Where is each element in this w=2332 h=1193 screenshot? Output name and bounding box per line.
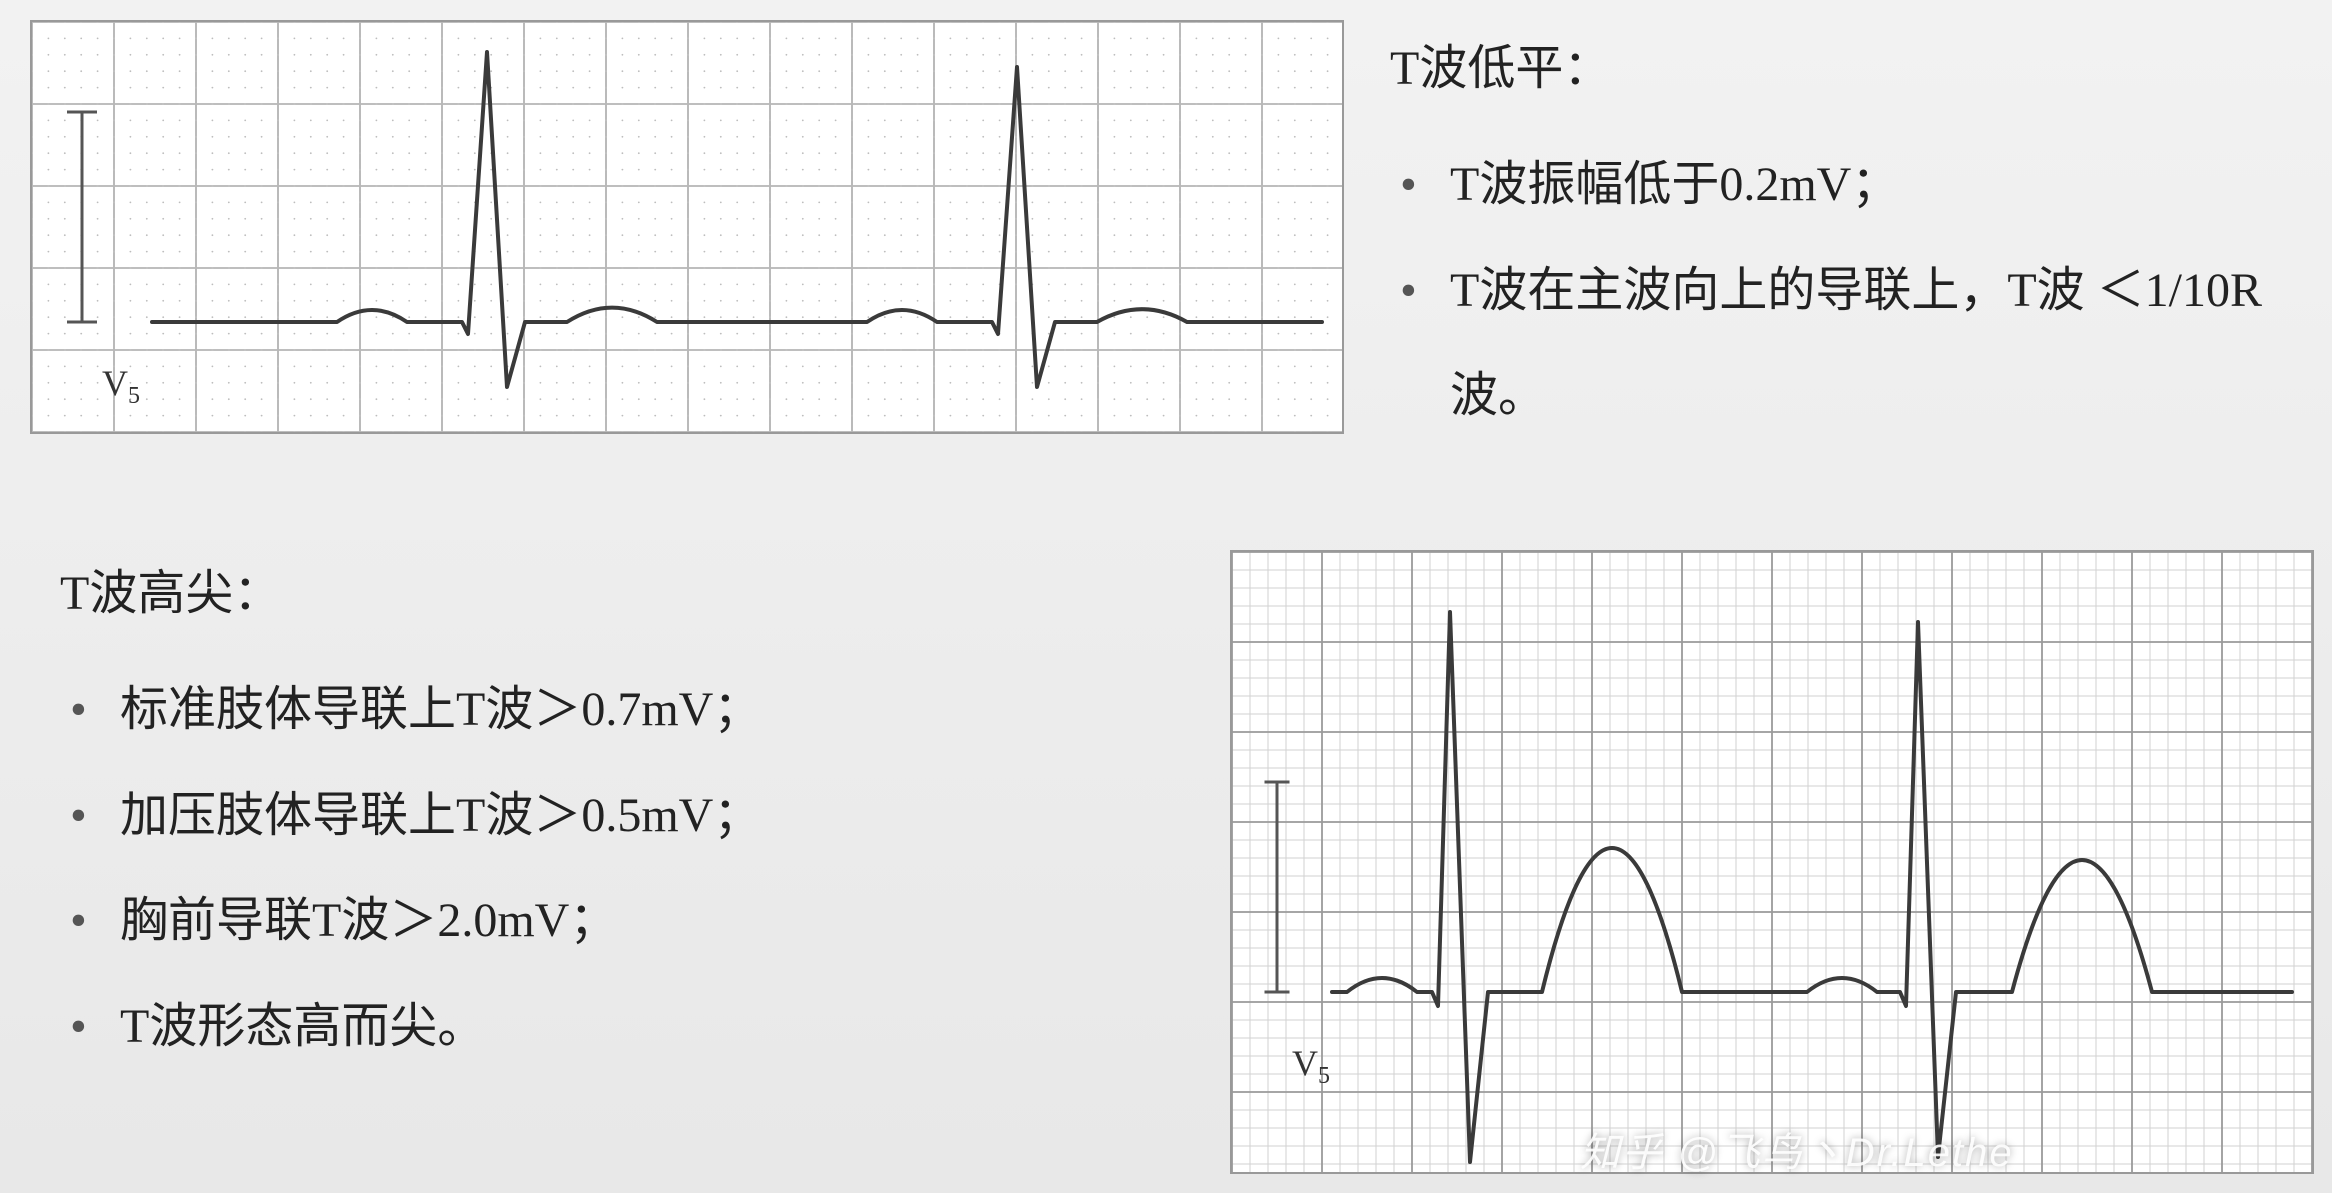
bottom-left-heading: T波高尖： (60, 560, 1110, 627)
list-item: 胸前导联T波＞2.0mV； (60, 868, 1110, 974)
list-item: 标准肢体导联上T波＞0.7mV； (60, 657, 1110, 763)
list-item: 加压肢体导联上T波＞0.5mV； (60, 763, 1110, 869)
top-right-list: T波振幅低于0.2mV；T波在主波向上的导联上，T波 ＜1/10R波。 (1390, 132, 2310, 449)
ecg-bottom-svg (1232, 552, 2312, 1172)
bottom-left-textblock: T波高尖： 标准肢体导联上T波＞0.7mV；加压肢体导联上T波＞0.5mV；胸前… (60, 560, 1110, 1080)
list-item: T波形态高而尖。 (60, 974, 1110, 1080)
ecg-bottom-lead-label: V5 (1292, 1042, 1330, 1090)
ecg-top-lead-label: V5 (102, 362, 140, 410)
top-right-heading: T波低平： (1390, 35, 2310, 102)
ecg-top-panel: V5 (30, 20, 1344, 434)
bottom-left-list: 标准肢体导联上T波＞0.7mV；加压肢体导联上T波＞0.5mV；胸前导联T波＞2… (60, 657, 1110, 1079)
list-item: T波在主波向上的导联上，T波 ＜1/10R波。 (1390, 238, 2310, 449)
ecg-bottom-panel: V5 (1230, 550, 2314, 1174)
list-item: T波振幅低于0.2mV； (1390, 132, 2310, 238)
ecg-top-svg (32, 22, 1342, 432)
watermark-text: 知乎 @飞鸟丶Dr.Lethe (1580, 1120, 2014, 1178)
top-right-textblock: T波低平： T波振幅低于0.2mV；T波在主波向上的导联上，T波 ＜1/10R波… (1390, 35, 2310, 449)
